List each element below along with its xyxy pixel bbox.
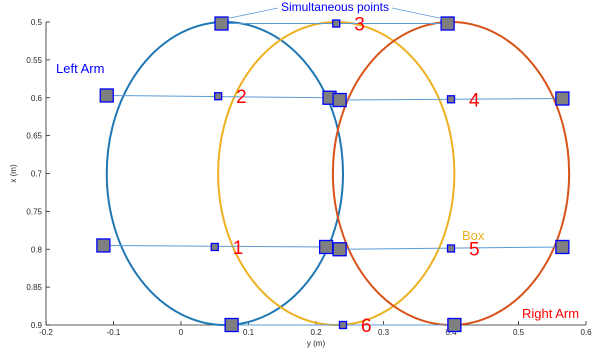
- left-arm-marker-3: [214, 16, 229, 31]
- callout-leader-left: [227, 7, 279, 19]
- x-tick-label: 0: [179, 328, 184, 337]
- y-tick-label: 0.5: [31, 18, 43, 27]
- x-tick-label: 0.3: [378, 328, 390, 337]
- x-tick-label: -0.1: [107, 328, 121, 337]
- point-markers: [96, 16, 570, 333]
- box-label: Box: [462, 228, 485, 243]
- y-tick-label: 0.85: [26, 283, 42, 292]
- point-label-6: 6: [361, 316, 372, 337]
- point-label-1: 1: [233, 238, 244, 259]
- box-marker-1: [210, 242, 219, 252]
- point-label-2: 2: [236, 87, 247, 108]
- left-arm-marker-1: [96, 238, 111, 253]
- y-tick-label: 0.75: [26, 207, 42, 216]
- left-arm-marker-6: [224, 317, 239, 333]
- right-arm-marker-4: [555, 91, 570, 106]
- callout-leader-right: [391, 7, 442, 19]
- x-tick-label: 0.5: [513, 328, 525, 337]
- right-arm-marker-5: [555, 239, 570, 255]
- y-tick-label: 0.6: [31, 94, 43, 103]
- x-tick-label: -0.2: [39, 328, 53, 337]
- x-tick-label: 0.1: [243, 328, 255, 337]
- left-arm-marker-4: [332, 92, 347, 108]
- y-tick-label: 0.7: [31, 170, 43, 179]
- y-axis-title: x (m): [9, 164, 18, 183]
- right-arm-marker-1: [318, 239, 334, 255]
- axes: -0.2 -0.1 0 0.1 0.2 0.3 0.4 0.5 0.6 0.5 0.55 0.6 0.6…: [9, 18, 592, 348]
- box-marker-2: [213, 92, 223, 101]
- box-marker-4: [446, 95, 456, 104]
- x-tick-label: 0.4: [445, 328, 457, 337]
- annotation-labels: Left Arm Box Right Arm Simultaneous poin…: [56, 0, 579, 337]
- y-tick-label: 0.65: [26, 132, 42, 141]
- right-arm-marker-6: [447, 317, 462, 333]
- x-tick-label: 0.2: [310, 328, 322, 337]
- box-marker-5: [446, 244, 456, 253]
- left-arm-label: Left Arm: [56, 61, 104, 76]
- box-marker-6: [338, 320, 348, 330]
- right-arm-label: Right Arm: [522, 306, 579, 321]
- y-tick-label: 0.55: [26, 56, 42, 65]
- right-arm-marker-3: [440, 16, 455, 31]
- point-label-3: 3: [354, 15, 365, 36]
- left-arm-marker-5: [332, 242, 347, 257]
- y-tick-label: 0.8: [31, 245, 43, 254]
- point-label-5: 5: [469, 239, 480, 260]
- x-axis-title: y (m): [307, 339, 326, 348]
- box-marker-3: [332, 19, 341, 28]
- y-tick-label: 0.9: [31, 321, 43, 330]
- point-label-4: 4: [469, 90, 480, 111]
- left-arm-marker-2: [99, 88, 114, 103]
- x-tick-label: 0.6: [580, 328, 592, 337]
- simultaneous-points-callout: Simultaneous points: [281, 0, 389, 14]
